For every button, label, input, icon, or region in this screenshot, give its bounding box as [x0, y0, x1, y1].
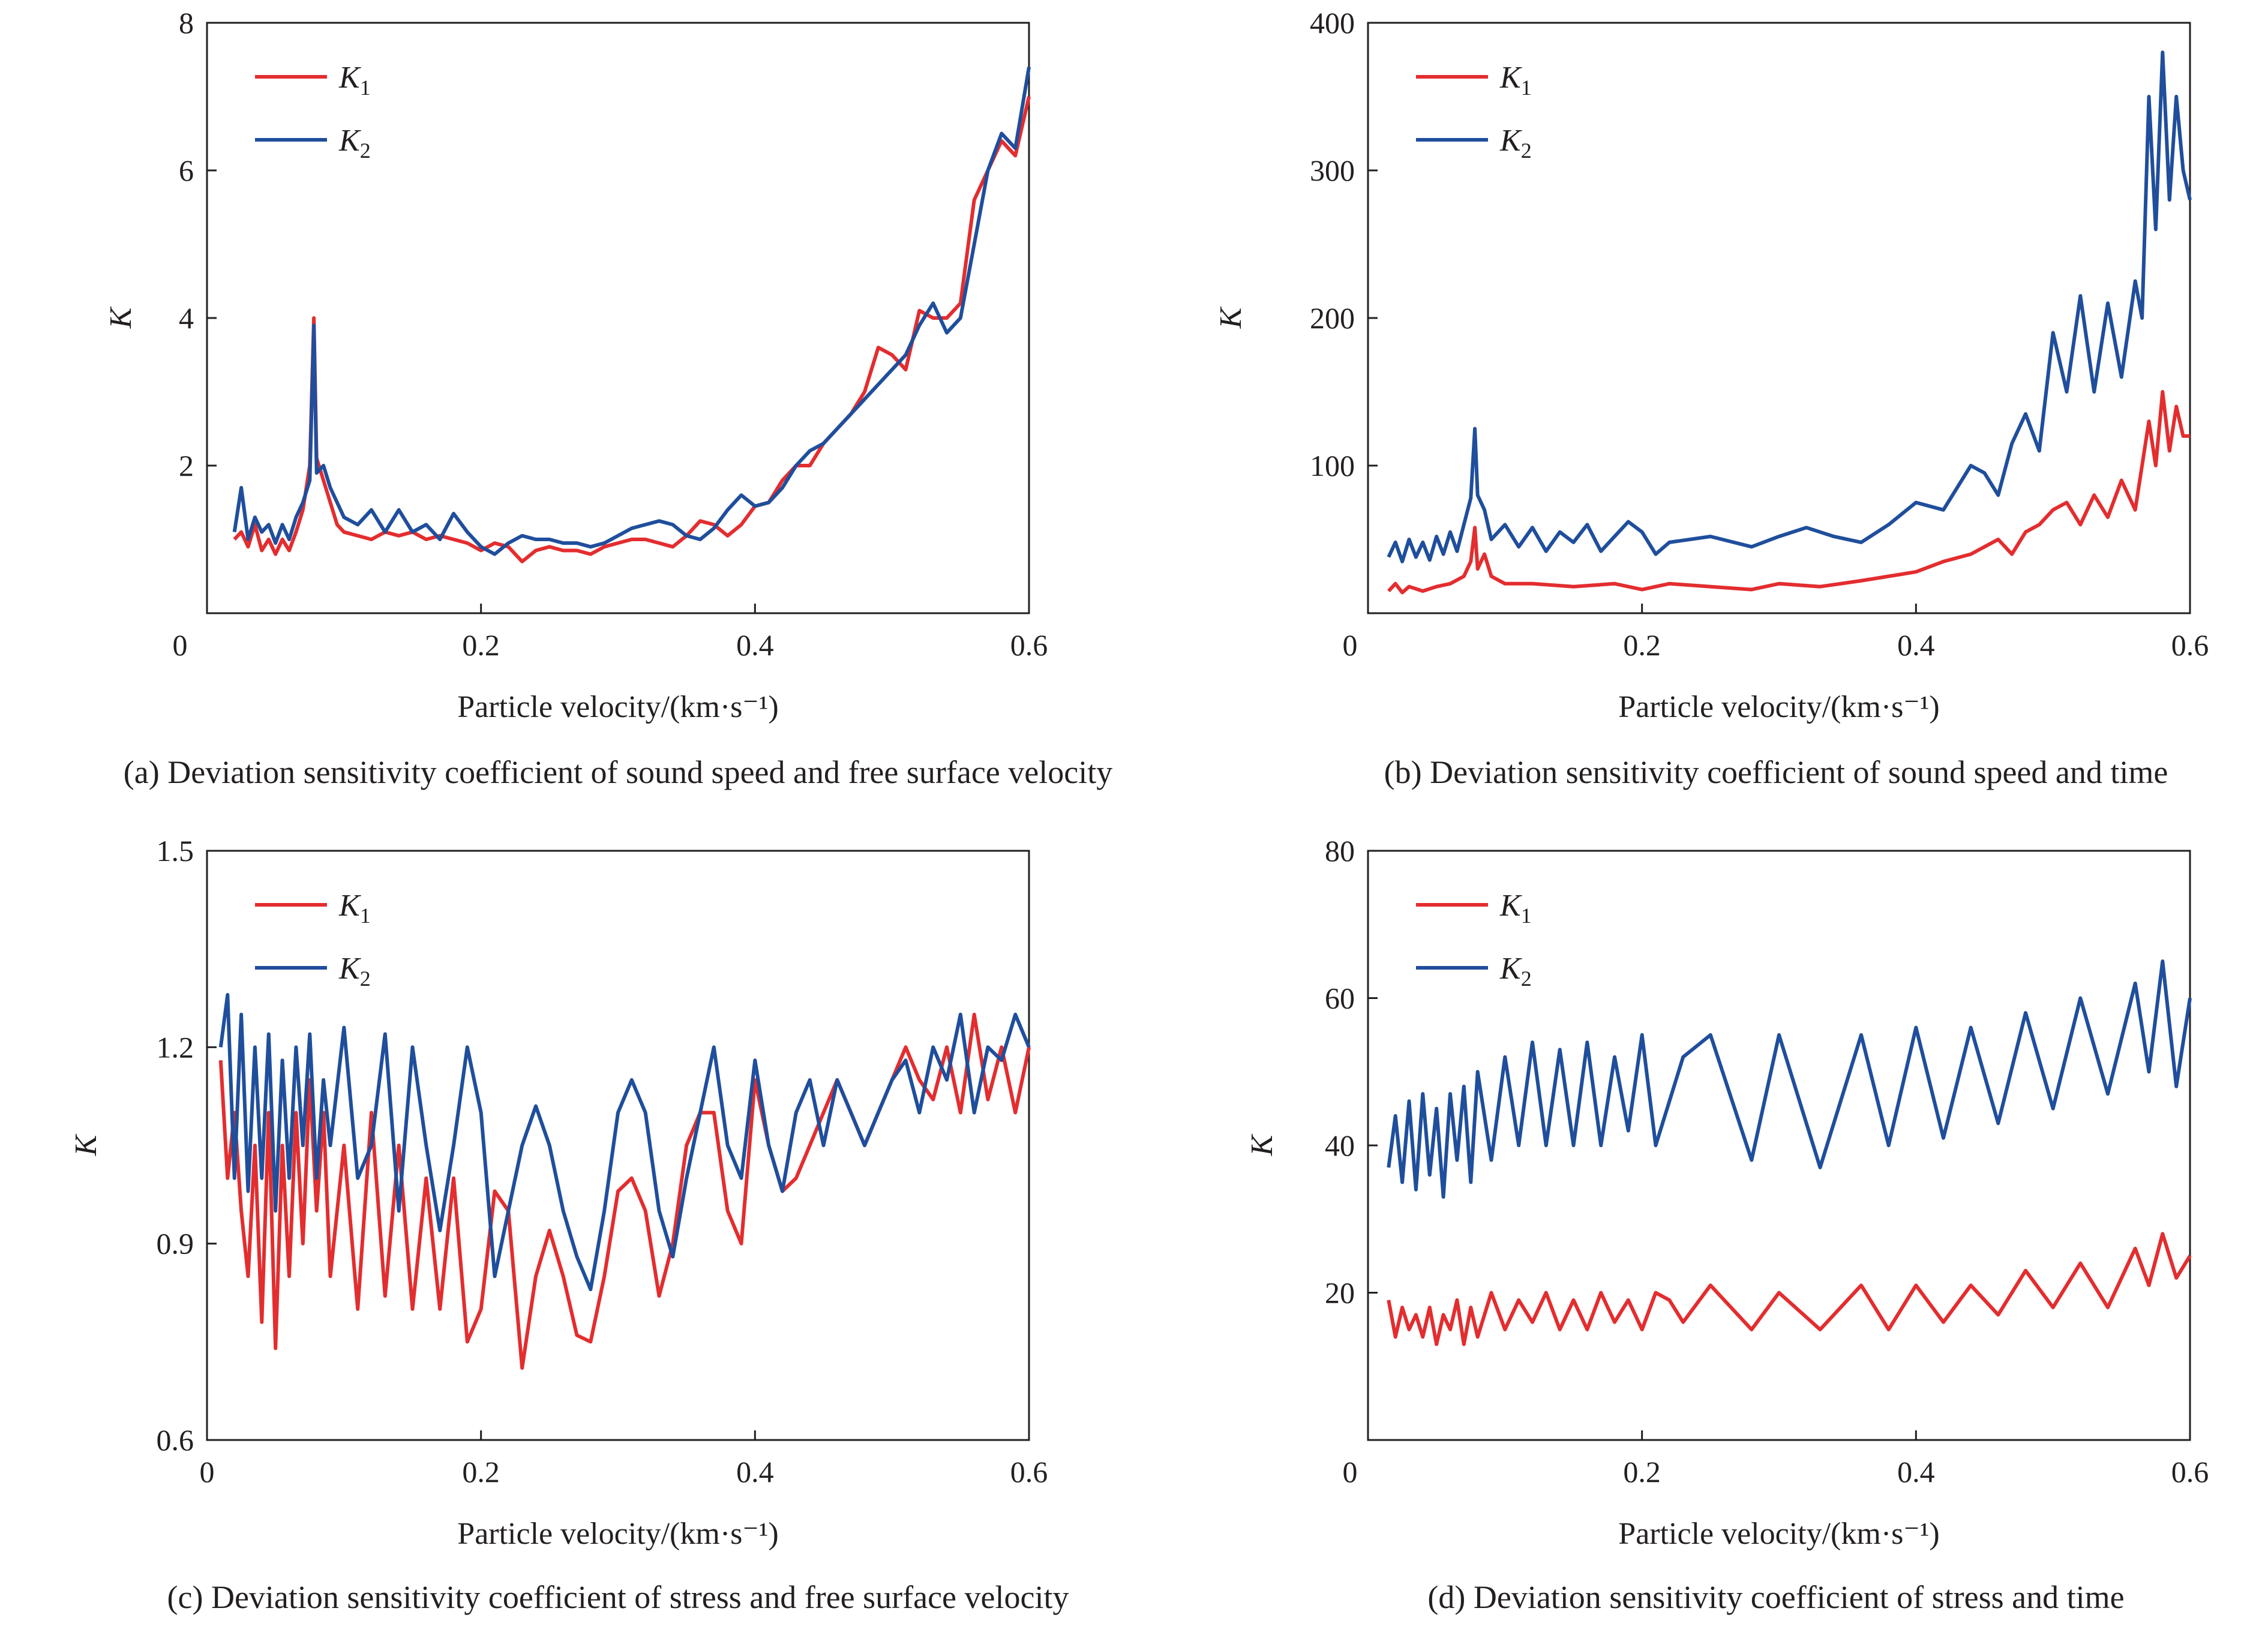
x-tick-label: 0.4: [736, 628, 774, 662]
y-tick-label: 6: [179, 154, 194, 187]
x-tick-label: 0: [1343, 628, 1358, 662]
panel-c: 0 0.2 0.4 0.6 0.6 0.9 1.2 1.5 Particle velocity/…: [69, 834, 1069, 1615]
x-tick-label: 0.4: [736, 1455, 774, 1489]
y-tick-label: 100: [1310, 449, 1355, 482]
x-tick-label: 0: [173, 628, 188, 662]
series-line-k1: [233, 96, 1031, 563]
panel-caption: (a) Deviation sensitivity coefficient of…: [124, 754, 1112, 790]
series-line-k1: [1387, 390, 2190, 595]
series-line-k2: [232, 67, 1031, 556]
x-axis-label: Particle velocity/(km·s⁻¹): [1618, 1517, 1939, 1551]
y-axis-label: K: [1214, 306, 1248, 329]
legend-label-subscript: 2: [360, 139, 371, 163]
plot-frame: [1367, 850, 2191, 1441]
legend-label: K1: [1499, 61, 1532, 100]
x-tick-label: 0.2: [462, 628, 500, 662]
legend-label: K2: [1499, 952, 1532, 991]
x-tick-label: 0.6: [2171, 1455, 2209, 1489]
series-line-k2: [1387, 959, 2192, 1199]
y-tick-label: 0.6: [157, 1423, 194, 1457]
y-tick-label: 40: [1325, 1129, 1355, 1162]
legend-label-subscript: 2: [1521, 139, 1532, 163]
series-line-k2: [1387, 50, 2192, 563]
panel-a: 0 0.2 0.4 0.6 2 4 6 8 Particle velocity/(km·s⁻¹)…: [104, 6, 1112, 790]
x-tick-label: 0.4: [1897, 1455, 1935, 1489]
y-axis-label: K: [69, 1133, 103, 1156]
x-tick-label: 0: [200, 1455, 215, 1489]
panel-caption: (c) Deviation sensitivity coefficient of…: [167, 1579, 1069, 1615]
panel-d: 0 0.2 0.4 0.6 20 40 60 80 Particle velocity/(km·…: [1245, 834, 2209, 1615]
series-line-k2: [218, 993, 1031, 1291]
x-tick-label: 0.4: [1897, 628, 1935, 662]
legend-label-subscript: 1: [1521, 904, 1532, 928]
panel-caption: (d) Deviation sensitivity coefficient of…: [1427, 1579, 2124, 1615]
x-tick-label: 0.2: [1623, 1455, 1661, 1489]
legend-label-subscript: 1: [360, 76, 371, 100]
y-tick-label: 60: [1325, 982, 1355, 1015]
y-tick-label: 4: [179, 301, 194, 335]
y-tick-label: 1.2: [157, 1030, 194, 1064]
x-axis-label: Particle velocity/(km·s⁻¹): [457, 690, 778, 724]
y-tick-label: 8: [179, 6, 194, 40]
x-tick-label: 0.6: [1010, 1455, 1048, 1489]
panel-caption: (b) Deviation sensitivity coefficient of…: [1384, 754, 2168, 790]
series-line-k1: [1387, 1232, 2192, 1346]
legend-label-subscript: 2: [360, 967, 371, 991]
x-axis-label: Particle velocity/(km·s⁻¹): [457, 1517, 778, 1551]
y-tick-label: 300: [1310, 154, 1355, 187]
plot-frame: [1367, 22, 2191, 614]
y-tick-label: 80: [1325, 834, 1355, 868]
legend-label: K2: [338, 952, 371, 991]
y-axis-label: K: [1245, 1133, 1279, 1156]
legend-label: K1: [338, 889, 371, 928]
x-axis-label: Particle velocity/(km·s⁻¹): [1618, 690, 1939, 724]
legend-label: K1: [1499, 889, 1532, 928]
y-tick-label: 400: [1310, 6, 1355, 40]
legend-label-subscript: 1: [1521, 76, 1532, 100]
x-tick-label: 0.6: [1010, 628, 1048, 662]
y-tick-label: 2: [179, 449, 194, 482]
legend-label-subscript: 2: [1521, 967, 1532, 991]
panel-b: 0 0.2 0.4 0.6 100 200 300 400 Particle velocity/…: [1214, 6, 2209, 790]
plot-frame: [206, 850, 1030, 1441]
x-tick-label: 0.6: [2171, 628, 2209, 662]
x-tick-label: 0: [1343, 1455, 1358, 1489]
y-tick-label: 1.5: [157, 834, 194, 868]
x-tick-label: 0.2: [462, 1455, 500, 1489]
y-tick-label: 20: [1325, 1276, 1355, 1310]
y-tick-label: 200: [1310, 301, 1355, 335]
y-tick-label: 0.9: [157, 1227, 194, 1261]
legend-label: K2: [338, 124, 371, 163]
legend-label: K2: [1499, 124, 1532, 163]
y-axis-label: K: [104, 306, 138, 329]
x-tick-label: 0.2: [1623, 628, 1661, 662]
legend-label: K1: [338, 61, 371, 100]
plot-frame: [206, 22, 1030, 614]
legend-label-subscript: 1: [360, 904, 371, 928]
